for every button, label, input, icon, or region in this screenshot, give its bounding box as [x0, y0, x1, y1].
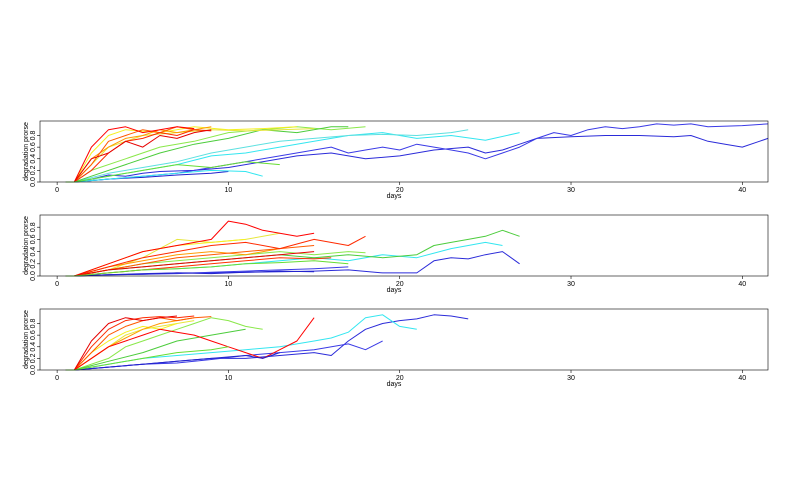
- series-group: [65, 314, 469, 371]
- x-tick-label: 30: [567, 375, 575, 382]
- y-tick-label: 0.6: [30, 142, 37, 152]
- series-line: [65, 126, 195, 183]
- y-axis-label: degradation prorse: [23, 122, 30, 181]
- series-line: [65, 129, 469, 183]
- x-tick-label: 0: [55, 187, 59, 194]
- x-tick-label: 30: [567, 281, 575, 288]
- y-tick-label: 0.4: [30, 342, 37, 352]
- y-tick-label: 0.2: [30, 165, 37, 175]
- series-line: [65, 126, 195, 183]
- x-tick-label: 40: [738, 281, 746, 288]
- x-tick-label: 30: [567, 187, 575, 194]
- series-group: [65, 123, 769, 183]
- y-tick-label: 0.0: [30, 177, 37, 187]
- x-axis-label: days: [387, 381, 402, 388]
- y-axis-label: degradation prorse: [23, 216, 30, 275]
- plot-frame: [39, 120, 769, 183]
- series-line: [65, 314, 417, 371]
- x-tick-label: 0: [55, 375, 59, 382]
- x-tick-label: 40: [738, 187, 746, 194]
- y-axis-label: degradation prorse: [23, 310, 30, 369]
- series-line: [65, 270, 315, 277]
- series-line: [65, 126, 297, 183]
- series-line: [65, 220, 315, 277]
- x-tick-label: 40: [738, 375, 746, 382]
- series-line: [65, 352, 280, 371]
- series-line: [65, 129, 212, 183]
- y-tick-label: 0.8: [30, 222, 37, 232]
- series-line: [65, 251, 315, 277]
- series-line: [65, 235, 366, 277]
- series-line: [65, 315, 178, 371]
- chart-panel-1: 0 10 20 30 40 0.0 0.20.4 0.60.8 days degradation …: [23, 120, 769, 200]
- x-tick-label: 0: [55, 281, 59, 288]
- y-tick-label: 0.6: [30, 234, 37, 244]
- y-tick-label: 0.4: [30, 154, 37, 164]
- series-line: [65, 161, 280, 183]
- y-tick-label: 0.2: [30, 353, 37, 363]
- series-line: [65, 317, 263, 371]
- y-tick-label: 0.6: [30, 330, 37, 340]
- chart-panel-2: 0 10 20 30 40 0.0 0.2 0.4 0.6 0.8 days degradation …: [23, 214, 769, 294]
- series-line: [65, 260, 349, 277]
- y-tick-label: 0.4: [30, 247, 37, 257]
- series-line: [65, 126, 349, 183]
- x-tick-label: 10: [225, 187, 233, 194]
- x-tick-label: 20: [396, 187, 404, 194]
- series-line: [65, 316, 212, 371]
- plot-frame: [39, 214, 769, 277]
- x-axis-label: days: [387, 193, 402, 200]
- series-line: [65, 129, 212, 183]
- chart-panel-3: 0 10 20 30 40 0.0 0.20.4 0.60.8 days degradation …: [23, 308, 769, 388]
- series-line: [65, 317, 315, 371]
- x-tick-label: 20: [396, 375, 404, 382]
- series-group: [65, 220, 520, 277]
- plot-frame: [39, 308, 769, 371]
- series-line: [65, 135, 769, 183]
- x-tick-label: 10: [225, 281, 233, 288]
- y-tick-label: 0.8: [30, 131, 37, 141]
- y-tick-label: 0.8: [30, 319, 37, 329]
- y-tick-label: 0.0: [30, 271, 37, 281]
- y-tick-label: 0.0: [30, 365, 37, 375]
- x-axis-label: days: [387, 287, 402, 294]
- y-tick-label: 0.2: [30, 259, 37, 269]
- series-line: [65, 315, 195, 371]
- x-tick-label: 20: [396, 281, 404, 288]
- x-tick-label: 10: [225, 375, 233, 382]
